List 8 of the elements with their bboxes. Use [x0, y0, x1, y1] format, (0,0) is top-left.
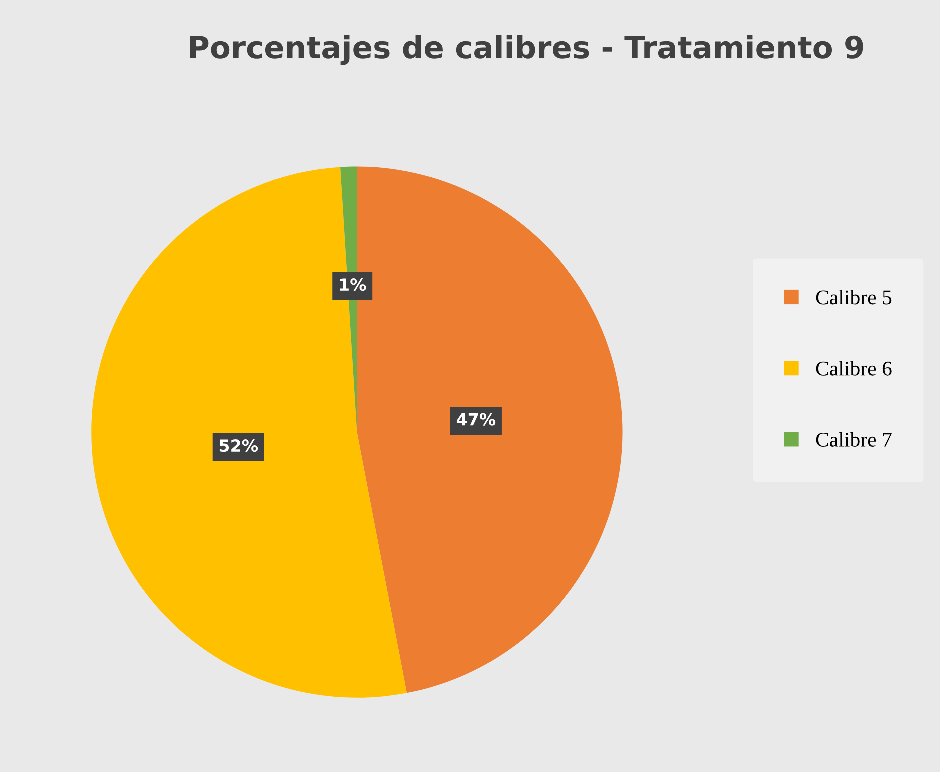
legend-label: Calibre 6 [816, 361, 892, 376]
data-label: 1% [340, 278, 366, 292]
data-label: 47% [456, 413, 496, 426]
data-label: 52% [220, 440, 258, 452]
legend-label: Calibre 7 [816, 432, 892, 447]
legend-label: Calibre 5 [816, 290, 892, 305]
chart-title: Porcentajes de calibres - Tratamiento 9 [190, 35, 864, 66]
pie-slice [92, 167, 407, 698]
